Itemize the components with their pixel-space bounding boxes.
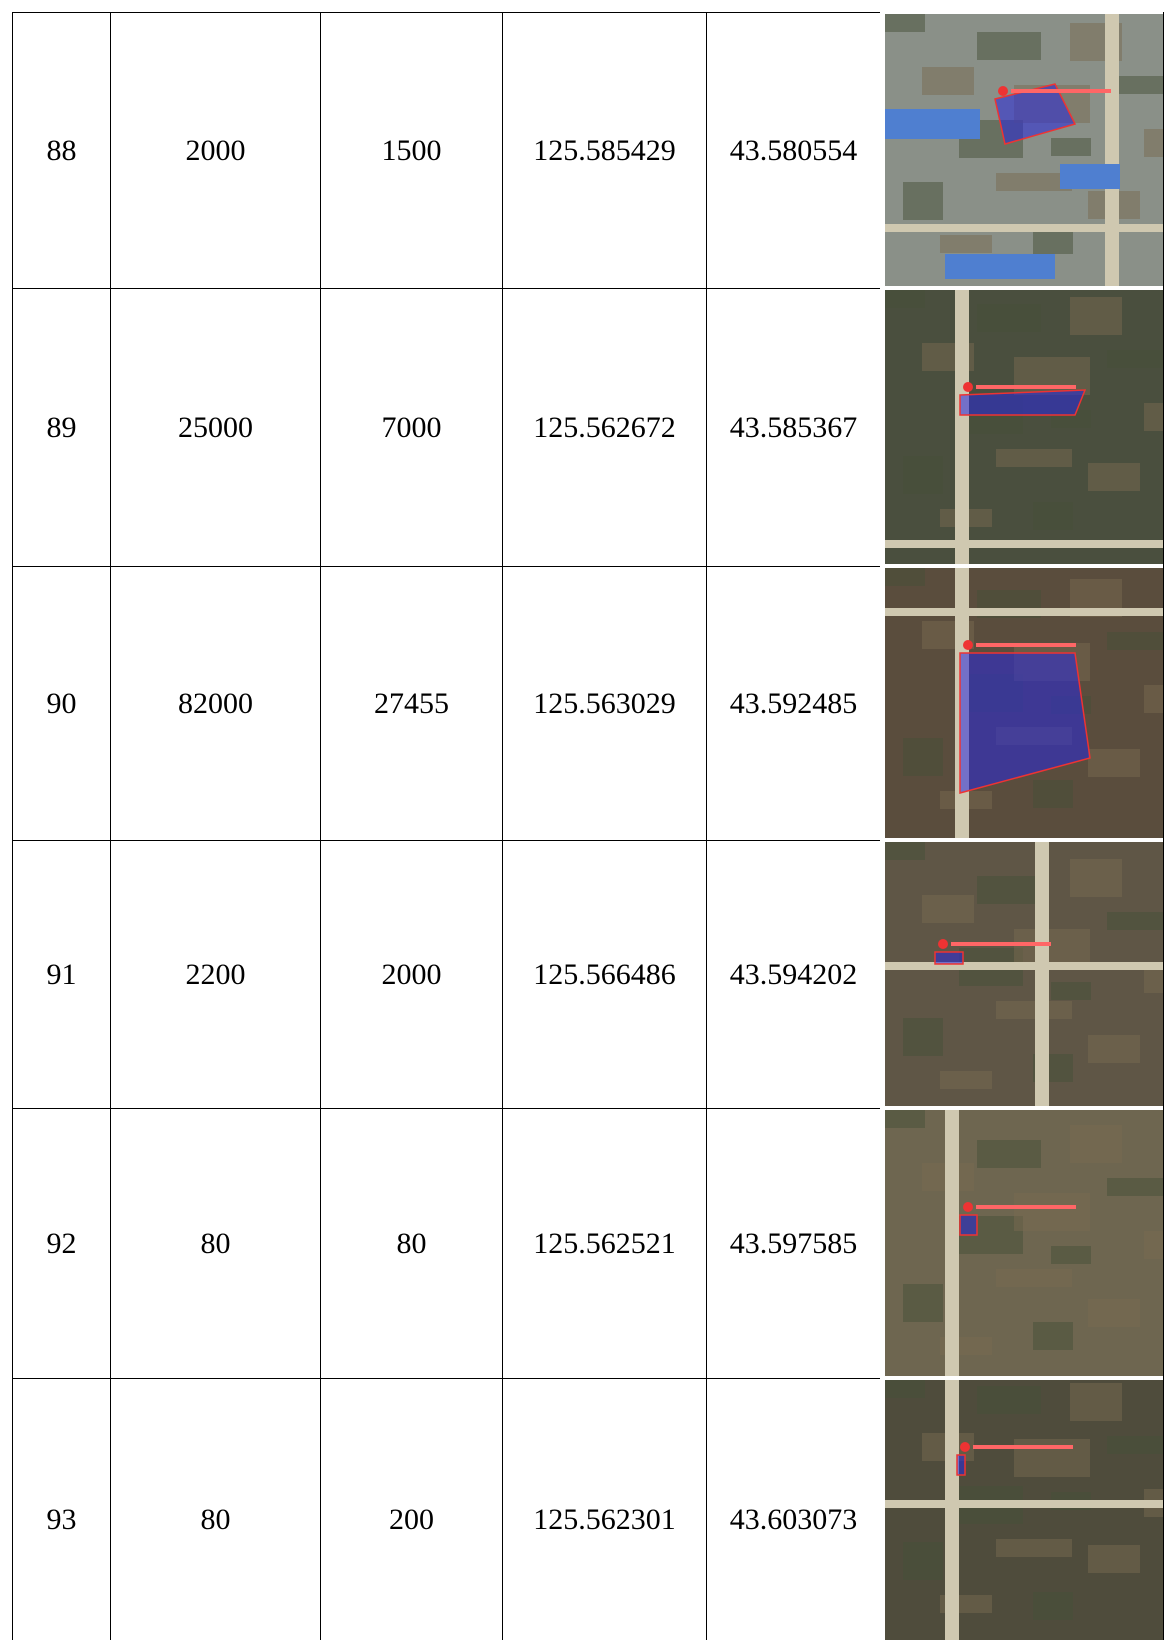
- satellite-image: [885, 290, 1163, 564]
- satellite-image: [885, 1380, 1163, 1640]
- row-number-cell: 91: [12, 840, 110, 1108]
- longitude-cell: 125.562301: [502, 1378, 706, 1640]
- row-number-cell: 92: [12, 1108, 110, 1378]
- longitude-cell: 125.562521: [502, 1108, 706, 1378]
- row-number-cell: 89: [12, 288, 110, 566]
- area-used-cell: 200: [320, 1378, 502, 1640]
- satellite-image: [885, 1110, 1163, 1376]
- satellite-image: [885, 14, 1163, 286]
- area-used-cell: 27455: [320, 566, 502, 840]
- longitude-cell: 125.566486: [502, 840, 706, 1108]
- row-number-cell: 90: [12, 566, 110, 840]
- area-total-cell: 2200: [110, 840, 320, 1108]
- area-total-cell: 80: [110, 1378, 320, 1640]
- latitude-cell: 43.597585: [706, 1108, 880, 1378]
- latitude-cell: 43.603073: [706, 1378, 880, 1640]
- row-number-cell: 88: [12, 12, 110, 288]
- latitude-cell: 43.592485: [706, 566, 880, 840]
- latitude-cell: 43.585367: [706, 288, 880, 566]
- area-used-cell: 2000: [320, 840, 502, 1108]
- latitude-cell: 43.580554: [706, 12, 880, 288]
- area-used-cell: 80: [320, 1108, 502, 1378]
- longitude-cell: 125.585429: [502, 12, 706, 288]
- area-total-cell: 82000: [110, 566, 320, 840]
- area-total-cell: 25000: [110, 288, 320, 566]
- area-total-cell: 2000: [110, 12, 320, 288]
- latitude-cell: 43.594202: [706, 840, 880, 1108]
- longitude-cell: 125.562672: [502, 288, 706, 566]
- area-used-cell: 1500: [320, 12, 502, 288]
- area-used-cell: 7000: [320, 288, 502, 566]
- satellite-image: [885, 842, 1163, 1106]
- area-total-cell: 80: [110, 1108, 320, 1378]
- longitude-cell: 125.563029: [502, 566, 706, 840]
- satellite-image: [885, 568, 1163, 838]
- row-number-cell: 93: [12, 1378, 110, 1640]
